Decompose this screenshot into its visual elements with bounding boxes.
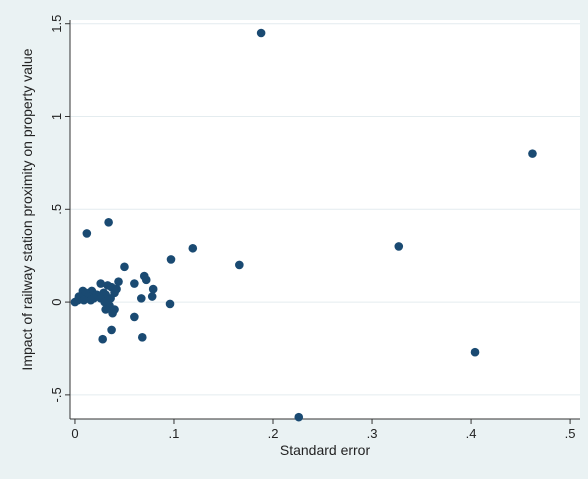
y-axis-title: Impact of railway station proximity on p… bbox=[19, 48, 35, 370]
tick-marks bbox=[65, 23, 571, 424]
y-tick-label: 1.5 bbox=[49, 15, 64, 33]
scatter-point bbox=[165, 299, 175, 309]
scatter-point bbox=[137, 333, 147, 342]
x-tick-label: .1 bbox=[169, 426, 180, 441]
scatter-point bbox=[294, 412, 304, 422]
scatter-point bbox=[98, 334, 107, 344]
scatter-point bbox=[166, 255, 176, 264]
scatter-point bbox=[528, 149, 537, 158]
scatter-point bbox=[101, 305, 110, 314]
scatter-point bbox=[114, 277, 123, 286]
x-tick-label: .5 bbox=[565, 426, 576, 441]
scatter-point bbox=[86, 295, 96, 305]
data-points bbox=[70, 28, 537, 422]
scatter-point bbox=[141, 275, 151, 285]
scatter-point bbox=[256, 28, 266, 38]
x-axis-title: Standard error bbox=[280, 442, 371, 458]
scatter-point bbox=[82, 229, 92, 238]
scatter-point bbox=[394, 242, 404, 251]
x-tick-label: 0 bbox=[71, 426, 78, 441]
scatter-point bbox=[470, 347, 480, 357]
scatter-point bbox=[79, 295, 89, 305]
scatter-point bbox=[148, 284, 158, 294]
scatter-point bbox=[70, 297, 80, 307]
scatter-point bbox=[107, 325, 116, 335]
scatter-point bbox=[137, 294, 146, 303]
y-tick-label: 0 bbox=[49, 298, 64, 305]
x-tick-label: .3 bbox=[367, 426, 378, 441]
x-tick-label: .2 bbox=[268, 426, 279, 441]
scatter-point bbox=[108, 308, 117, 318]
scatter-point bbox=[104, 217, 113, 227]
y-tick-label: 1 bbox=[49, 113, 64, 120]
scatter-point bbox=[235, 260, 244, 270]
y-tick-label: .5 bbox=[49, 204, 64, 215]
gridlines bbox=[70, 23, 580, 396]
scatter-point bbox=[188, 243, 198, 253]
scatter-point bbox=[120, 262, 129, 272]
scatter-point bbox=[147, 292, 157, 301]
plot-area bbox=[70, 20, 580, 419]
axes bbox=[69, 20, 580, 420]
scatter-point bbox=[96, 279, 105, 288]
y-tick-label: -.5 bbox=[49, 387, 64, 402]
scatter-point bbox=[130, 279, 139, 288]
x-tick-label: .4 bbox=[466, 426, 477, 441]
scatter-point bbox=[130, 312, 139, 322]
